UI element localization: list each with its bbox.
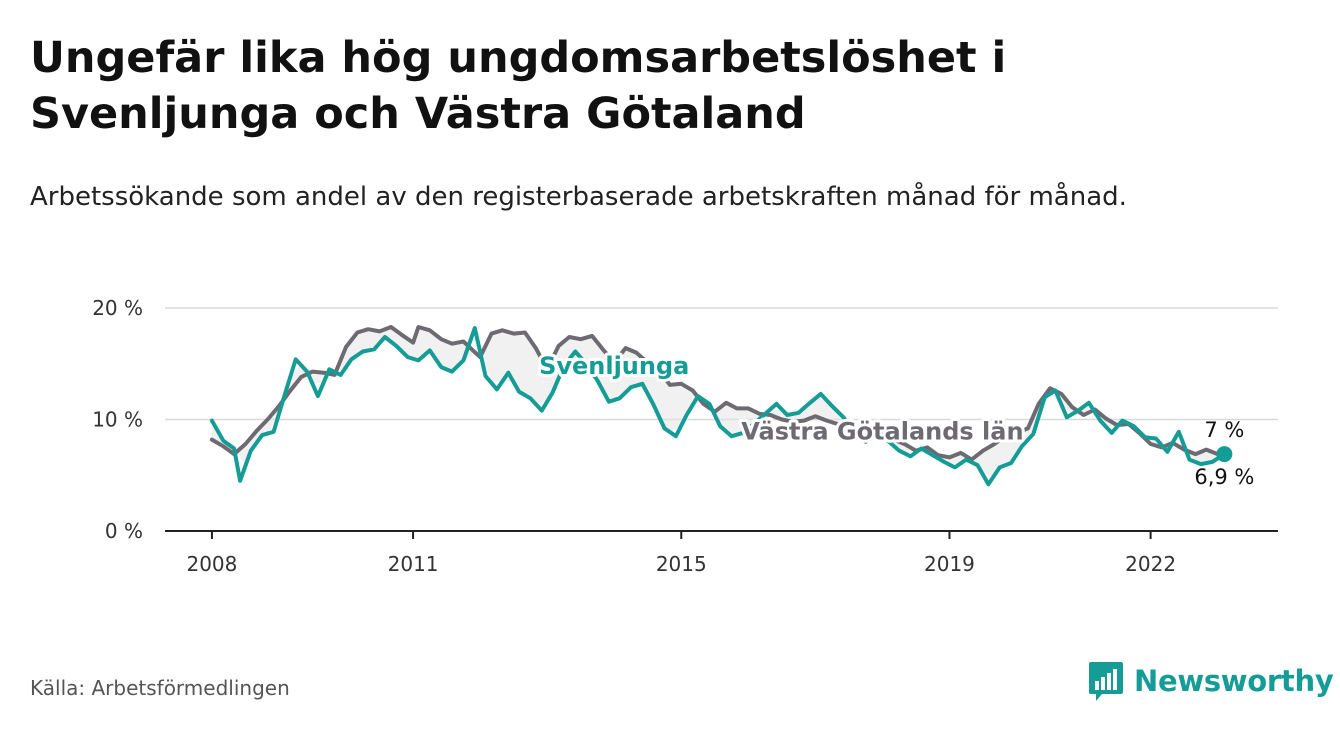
x-tick-label: 2008 [186, 552, 237, 576]
labels: Svenljunga Västra Götalands län 7 % 6,9 % [536, 349, 1254, 489]
series-line-svenljunga [209, 326, 1227, 487]
end-point-marker [1216, 446, 1233, 463]
x-tick-label: 2022 [1125, 552, 1176, 576]
end-value-label: 7 % [1204, 418, 1244, 442]
newsworthy-logo-icon [1089, 662, 1123, 701]
brand-name: Newsworthy [1134, 664, 1334, 698]
y-tick-label: 0 % [105, 519, 143, 543]
source-note: Källa: Arbetsförmedlingen [30, 676, 290, 700]
series-annotation: Västra Götalands län [741, 418, 1023, 446]
y-tick-label: 20 % [92, 296, 143, 320]
difference-band [211, 327, 1225, 476]
series-lines [209, 325, 1227, 487]
chart-subtitle: Arbetssökande som andel av den registerb… [30, 182, 1127, 212]
grid-lines [165, 307, 1278, 421]
series-annotation: Svenljunga [539, 352, 689, 380]
x-tick-label: 2015 [656, 552, 707, 576]
axes: 0 % 10 % 20 % 2008 2011 2015 2019 2022 [92, 296, 1278, 576]
series-line-v-stra-g-talands-l-n [209, 325, 1227, 462]
x-tick-label: 2019 [924, 552, 975, 576]
end-value-label: 6,9 % [1194, 465, 1254, 489]
brand-logo[interactable]: Newsworthy [1088, 660, 1334, 702]
chart-title: Ungefär lika hög ungdomsarbetslöshet i S… [30, 33, 1007, 139]
y-tick-label: 10 % [92, 408, 143, 432]
x-tick-label: 2011 [388, 552, 439, 576]
line-chart: 0 % 10 % 20 % 2008 2011 2015 2019 2022 Svenljun… [92, 296, 1278, 576]
